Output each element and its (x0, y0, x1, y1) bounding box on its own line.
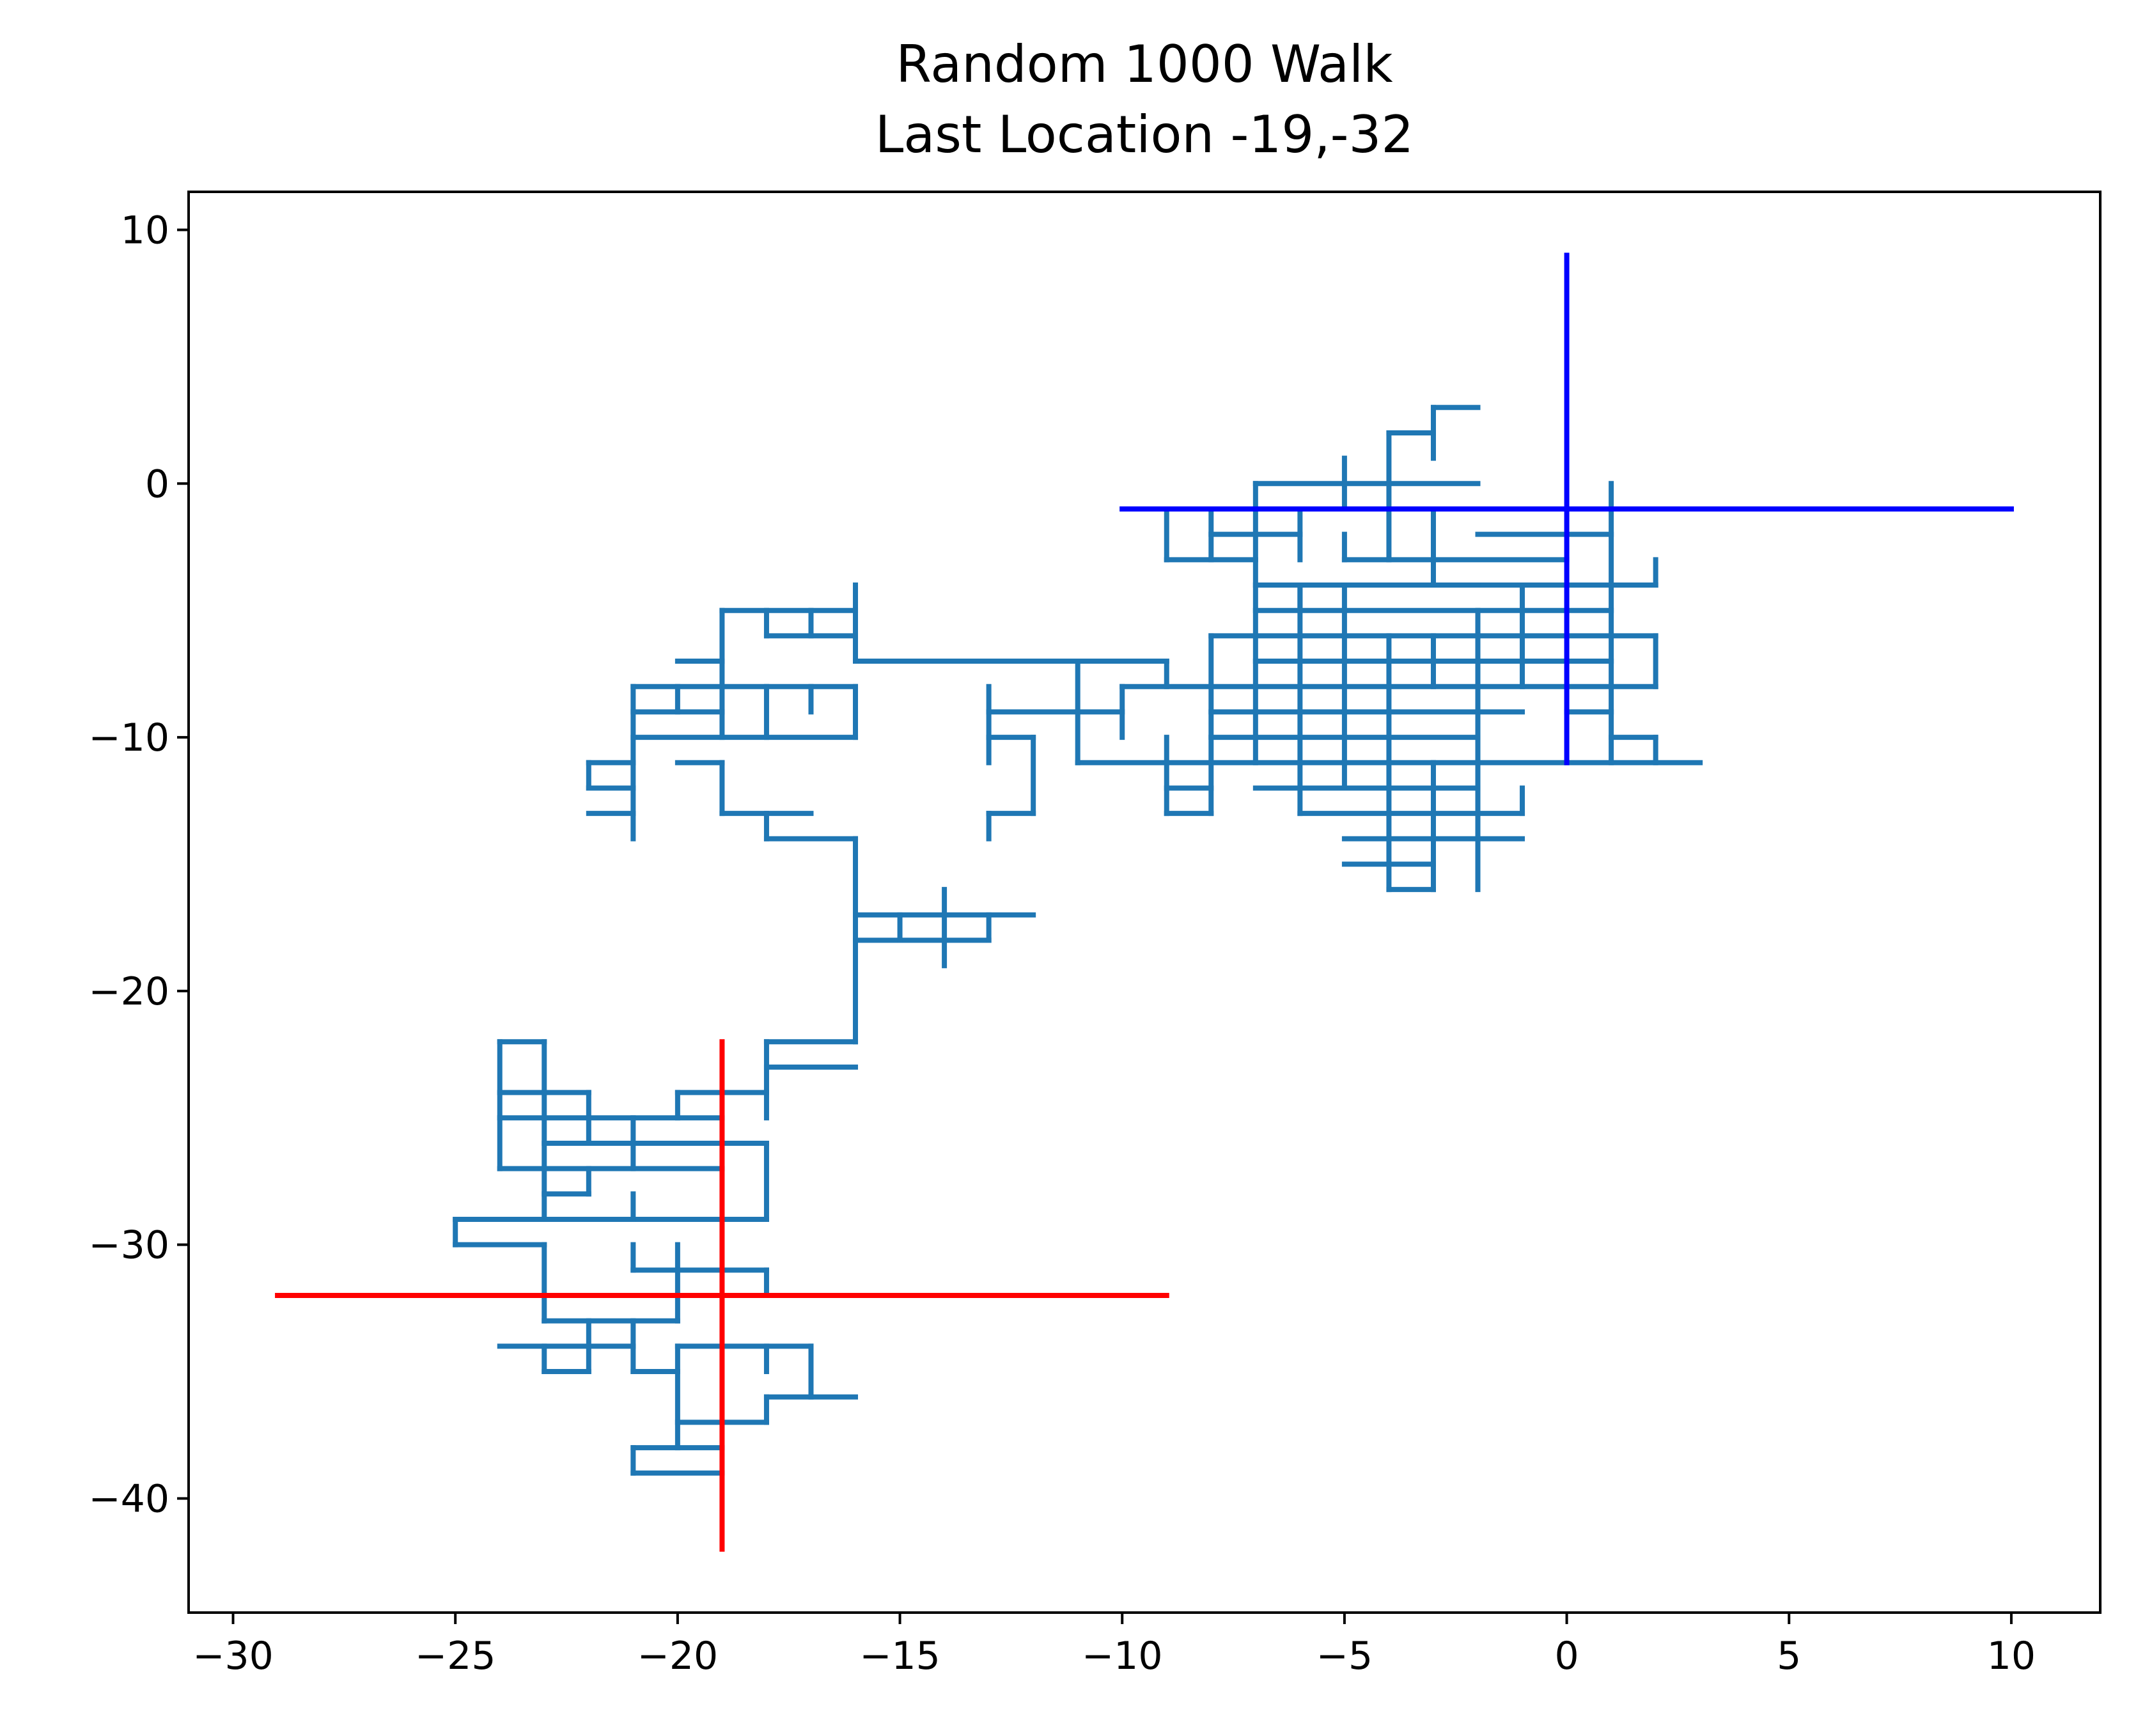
chart-title: Random 1000 Walk (896, 35, 1393, 94)
x-tick-label: 5 (1777, 1634, 1801, 1678)
plot-area (275, 253, 2014, 1552)
location-markers (275, 253, 2014, 1552)
x-tick-label: −25 (415, 1634, 496, 1678)
x-tick-label: −20 (637, 1634, 719, 1678)
x-tick-label: −10 (1082, 1634, 1163, 1678)
x-tick-label: −30 (192, 1634, 274, 1678)
y-tick-label: −10 (88, 716, 169, 760)
chart-subtitle: Last Location -19,-32 (875, 105, 1414, 164)
x-tick-label: −5 (1316, 1634, 1373, 1678)
y-tick-label: −20 (88, 969, 169, 1014)
y-tick-label: −30 (88, 1223, 169, 1268)
x-tick-label: −15 (859, 1634, 940, 1678)
y-axis: 10 0 −10 −20 −30 −40 (88, 208, 190, 1521)
axes-frame (187, 191, 2102, 1614)
y-tick-label: −40 (88, 1476, 169, 1521)
y-tick-label: 10 (121, 208, 169, 253)
x-tick-label: 0 (1554, 1634, 1579, 1678)
y-tick-label: 0 (145, 462, 169, 506)
x-axis: −30 −25 −20 −15 −10 −5 0 5 10 (192, 1611, 2036, 1678)
x-tick-label: 10 (1987, 1634, 2036, 1678)
walk-path (453, 405, 1703, 1476)
